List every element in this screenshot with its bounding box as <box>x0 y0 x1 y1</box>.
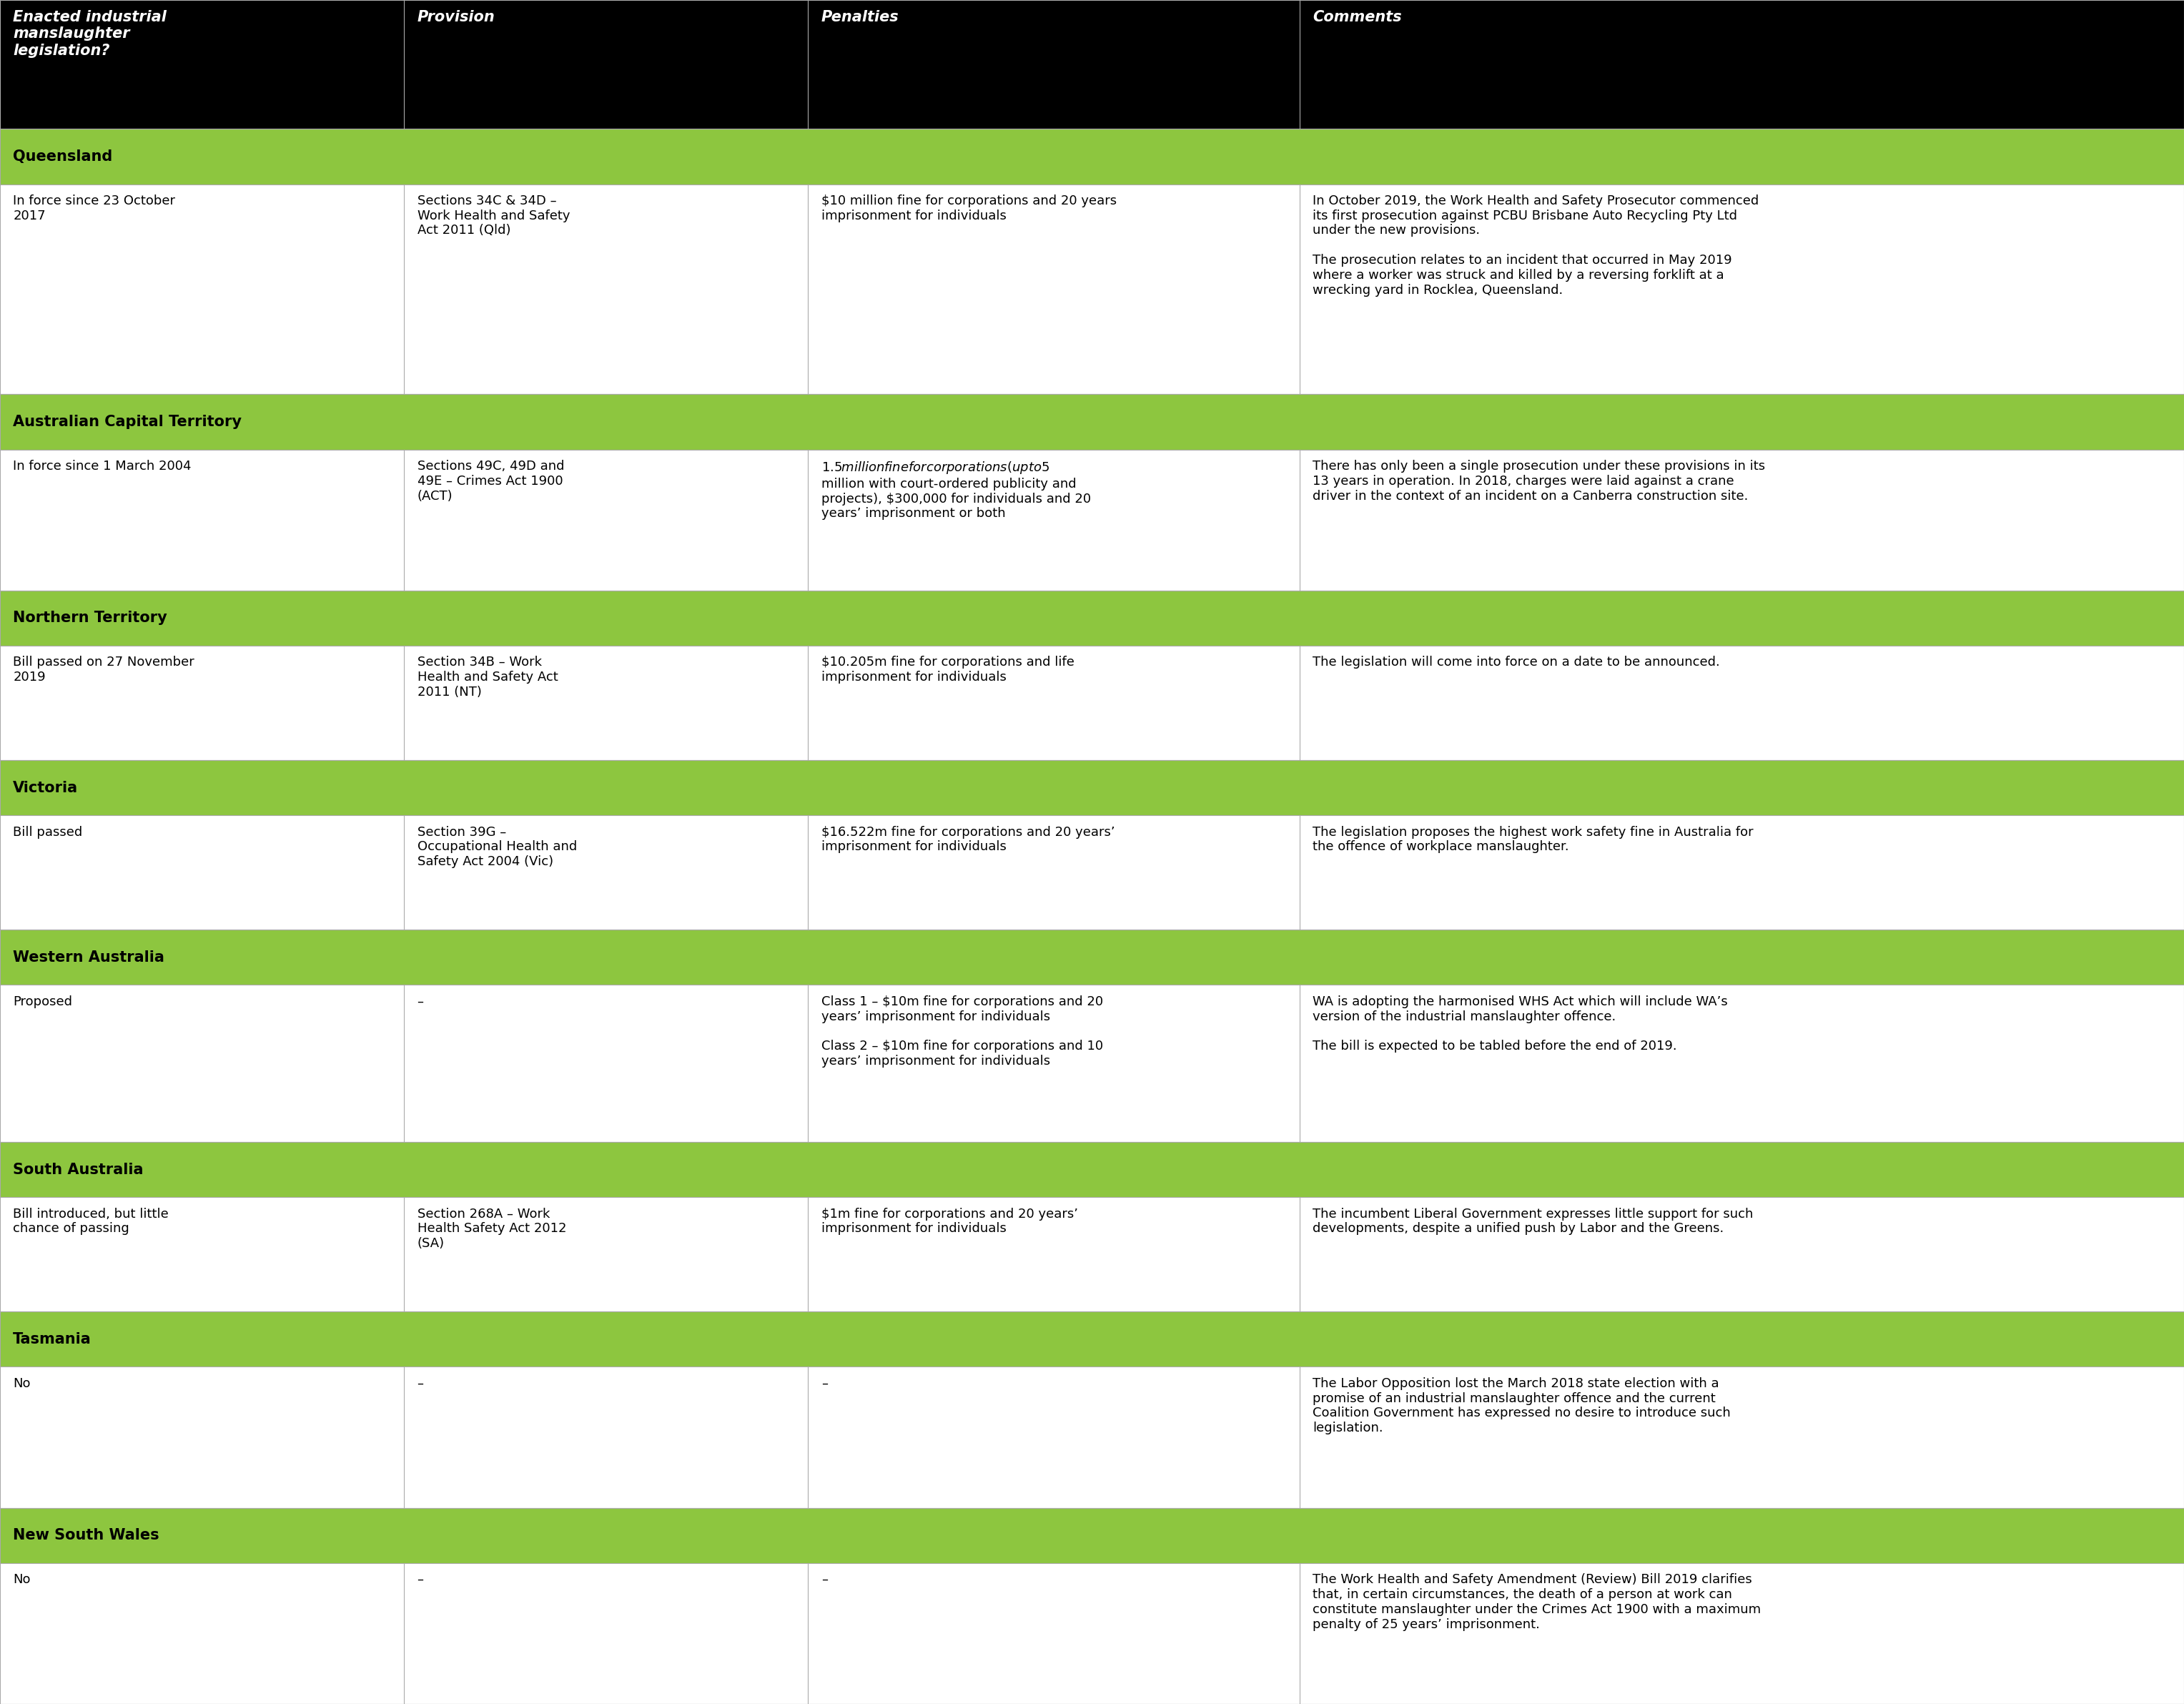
Text: Queensland: Queensland <box>13 150 114 164</box>
Bar <box>0 591 2184 646</box>
Text: Bill passed: Bill passed <box>13 826 83 838</box>
Bar <box>0 1563 2184 1704</box>
Bar <box>0 450 2184 591</box>
Text: Section 34B – Work
Health and Safety Act
2011 (NT): Section 34B – Work Health and Safety Act… <box>417 656 557 699</box>
Bar <box>0 1508 2184 1563</box>
Bar <box>0 1142 2184 1198</box>
Bar <box>0 816 2184 930</box>
Text: Northern Territory: Northern Territory <box>13 612 168 625</box>
Text: –: – <box>417 1573 424 1586</box>
Text: The legislation will come into force on a date to be announced.: The legislation will come into force on … <box>1313 656 1719 670</box>
Text: Comments: Comments <box>1313 10 1402 24</box>
Text: New South Wales: New South Wales <box>13 1528 159 1542</box>
Text: WA is adopting the harmonised WHS Act which will include WA’s
version of the ind: WA is adopting the harmonised WHS Act wh… <box>1313 995 1728 1053</box>
Text: Tasmania: Tasmania <box>13 1333 92 1346</box>
Text: In force since 1 March 2004: In force since 1 March 2004 <box>13 460 192 472</box>
Bar <box>0 1367 2184 1508</box>
Text: In October 2019, the Work Health and Safety Prosecutor commenced
its first prose: In October 2019, the Work Health and Saf… <box>1313 194 1758 296</box>
Text: Enacted industrial
manslaughter
legislation?: Enacted industrial manslaughter legislat… <box>13 10 166 58</box>
Text: –: – <box>821 1377 828 1390</box>
Text: $1m fine for corporations and 20 years’
imprisonment for individuals: $1m fine for corporations and 20 years’ … <box>821 1208 1079 1235</box>
Text: Section 39G –
Occupational Health and
Safety Act 2004 (Vic): Section 39G – Occupational Health and Sa… <box>417 826 577 869</box>
Text: Australian Capital Territory: Australian Capital Territory <box>13 414 242 429</box>
Text: No: No <box>13 1377 31 1390</box>
Text: Victoria: Victoria <box>13 780 79 794</box>
Bar <box>0 1312 2184 1367</box>
Text: The Labor Opposition lost the March 2018 state election with a
promise of an ind: The Labor Opposition lost the March 2018… <box>1313 1377 1730 1435</box>
Text: Bill introduced, but little
chance of passing: Bill introduced, but little chance of pa… <box>13 1208 168 1235</box>
Text: Sections 34C & 34D –
Work Health and Safety
Act 2011 (Qld): Sections 34C & 34D – Work Health and Saf… <box>417 194 570 237</box>
Text: The Work Health and Safety Amendment (Review) Bill 2019 clarifies
that, in certa: The Work Health and Safety Amendment (Re… <box>1313 1573 1760 1631</box>
Text: The legislation proposes the highest work safety fine in Australia for
the offen: The legislation proposes the highest wor… <box>1313 826 1754 854</box>
Text: –: – <box>417 1377 424 1390</box>
Text: No: No <box>13 1573 31 1586</box>
Text: Provision: Provision <box>417 10 496 24</box>
Bar <box>0 130 2184 184</box>
Text: Proposed: Proposed <box>13 995 72 1009</box>
Text: $10 million fine for corporations and 20 years
imprisonment for individuals: $10 million fine for corporations and 20… <box>821 194 1116 222</box>
Text: Class 1 – $10m fine for corporations and 20
years’ imprisonment for individuals
: Class 1 – $10m fine for corporations and… <box>821 995 1103 1068</box>
Text: $10.205m fine for corporations and life
imprisonment for individuals: $10.205m fine for corporations and life … <box>821 656 1075 683</box>
Text: Penalties: Penalties <box>821 10 900 24</box>
Text: The incumbent Liberal Government expresses little support for such
developments,: The incumbent Liberal Government express… <box>1313 1208 1754 1235</box>
Bar <box>0 760 2184 816</box>
Text: –: – <box>417 995 424 1009</box>
Text: South Australia: South Australia <box>13 1162 144 1177</box>
Text: Western Australia: Western Australia <box>13 951 164 964</box>
Text: There has only been a single prosecution under these provisions in its
13 years : There has only been a single prosecution… <box>1313 460 1765 503</box>
Bar <box>0 1198 2184 1312</box>
Bar <box>0 394 2184 450</box>
Bar <box>0 0 2184 130</box>
Text: $16.522m fine for corporations and 20 years’
imprisonment for individuals: $16.522m fine for corporations and 20 ye… <box>821 826 1114 854</box>
Text: Section 268A – Work
Health Safety Act 2012
(SA): Section 268A – Work Health Safety Act 20… <box>417 1208 566 1251</box>
Bar <box>0 985 2184 1142</box>
Text: In force since 23 October
2017: In force since 23 October 2017 <box>13 194 175 222</box>
Text: $1.5 million fine for corporations (up to $5
million with court-ordered publicit: $1.5 million fine for corporations (up t… <box>821 460 1090 520</box>
Bar <box>0 646 2184 760</box>
Bar <box>0 930 2184 985</box>
Text: –: – <box>821 1573 828 1586</box>
Text: Sections 49C, 49D and
49E – Crimes Act 1900
(ACT): Sections 49C, 49D and 49E – Crimes Act 1… <box>417 460 563 503</box>
Bar <box>0 184 2184 394</box>
Text: Bill passed on 27 November
2019: Bill passed on 27 November 2019 <box>13 656 194 683</box>
